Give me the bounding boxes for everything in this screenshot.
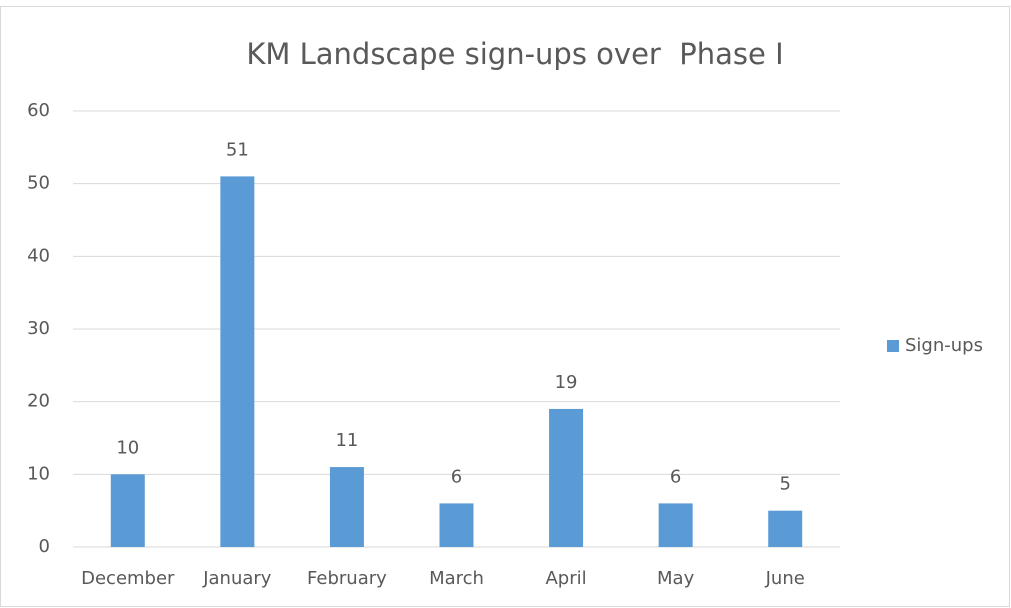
data-label: 6 [670,466,681,487]
bar [768,510,803,547]
y-tick-label: 10 [27,463,50,484]
chart-title: KM Landscape sign-ups over Phase I [246,37,783,71]
x-tick-label: December [81,568,175,589]
x-tick-label: March [429,568,484,589]
y-tick-label: 30 [27,318,50,339]
x-tick-label: February [307,568,387,589]
y-tick-label: 40 [27,245,50,266]
data-label: 11 [335,430,358,451]
y-tick-label: 0 [39,536,50,557]
bar [439,503,474,547]
bar [220,176,255,547]
legend-label: Sign-ups [905,335,983,356]
data-label: 6 [451,466,462,487]
x-tick-label: January [202,568,272,589]
bar [658,503,693,547]
data-label: 19 [555,372,578,393]
x-tick-label: April [545,568,586,589]
bar [329,467,364,547]
bar [110,474,145,547]
x-tick-label: June [765,568,805,589]
bar [549,408,584,547]
y-tick-label: 20 [27,391,50,412]
x-tick-label: May [657,568,695,589]
data-label: 51 [226,139,249,160]
legend-swatch [887,340,899,352]
data-label: 5 [779,474,790,495]
y-tick-label: 60 [27,100,50,121]
chart-border [0,6,1010,607]
y-tick-label: 50 [27,173,50,194]
data-label: 10 [116,437,139,458]
